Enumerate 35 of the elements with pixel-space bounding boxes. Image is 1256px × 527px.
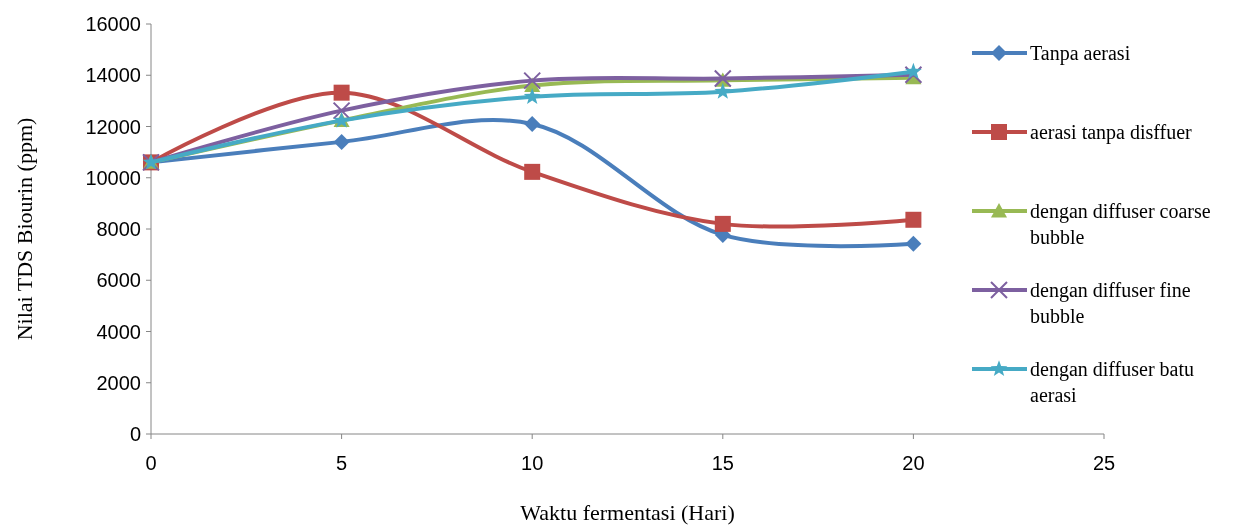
legend-label: dengan diffuser batu aerasi <box>1030 358 1195 406</box>
point <box>905 62 922 79</box>
point <box>333 133 350 150</box>
point <box>524 115 541 132</box>
legend-label: dengan diffuser fine bubble <box>1030 279 1191 327</box>
x-tick-label: 5 <box>336 452 348 474</box>
y-tick-label: 4000 <box>96 320 141 343</box>
y-tick-label: 16000 <box>85 13 141 35</box>
y-tick-label: 0 <box>129 423 141 445</box>
x-axis-title: Waktu fermentasi (Hari) <box>520 500 735 525</box>
legend-label: aerasi tanpa disffuer <box>1030 121 1193 144</box>
y-tick-label: 14000 <box>85 64 141 87</box>
point <box>714 215 731 232</box>
x-tick-label: 25 <box>1092 452 1116 474</box>
x-tick-label: 20 <box>902 452 925 474</box>
x-tick-label: 0 <box>145 452 157 474</box>
x-tick-label: 10 <box>521 452 544 474</box>
x-tick-label: 15 <box>711 452 734 474</box>
point <box>523 87 541 104</box>
point <box>332 101 351 120</box>
legend-label: dengan diffuser coarse bubble <box>1030 200 1211 248</box>
y-tick-label: 12000 <box>85 115 141 138</box>
point <box>904 65 923 84</box>
y-tick-label: 8000 <box>96 218 141 240</box>
y-tick-label: 2000 <box>96 371 141 394</box>
y-tick-label: 6000 <box>96 269 141 292</box>
point <box>524 163 541 180</box>
point <box>905 211 922 228</box>
point <box>333 84 350 101</box>
point <box>523 71 542 90</box>
y-axis-title: Nilai TDS Biourin (ppm) <box>12 117 37 341</box>
point <box>714 82 732 99</box>
y-tick-label: 10000 <box>85 166 141 189</box>
legend-label: Tanpa aerasi <box>1030 42 1131 65</box>
point <box>905 235 922 252</box>
